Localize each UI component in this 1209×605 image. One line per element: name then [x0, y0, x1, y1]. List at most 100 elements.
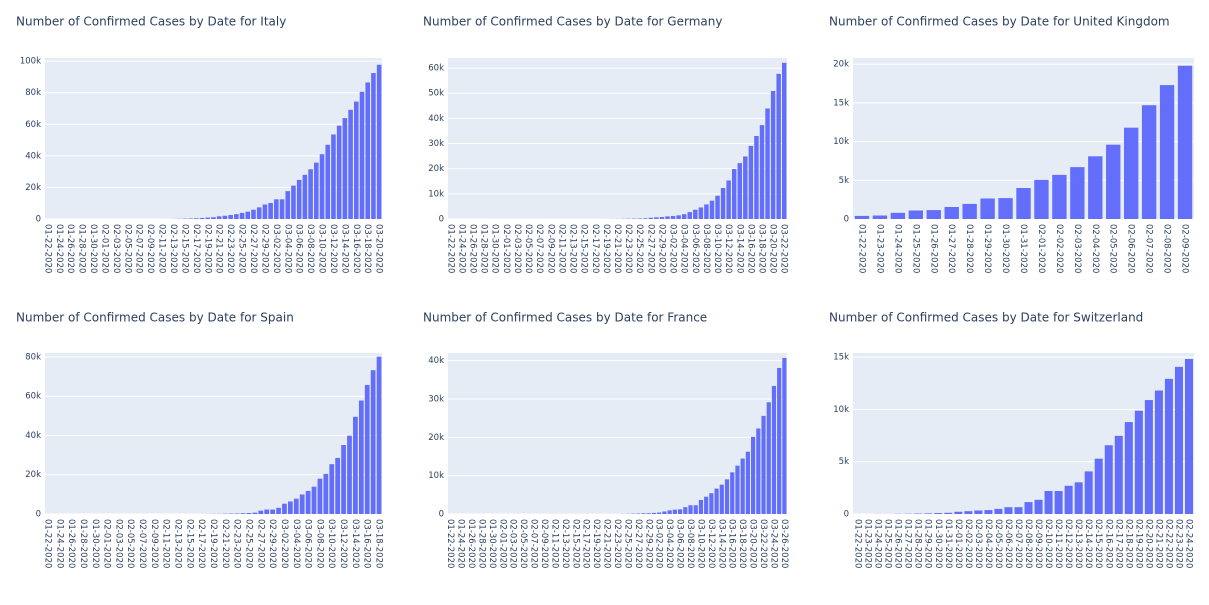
- x-tick-label: 02-04-2020: [1090, 224, 1100, 273]
- x-tick-label: 02-25-2020: [237, 224, 247, 273]
- x-tick-label: 03-04-2020: [282, 224, 292, 273]
- x-tick-label: 02-01-2020: [953, 519, 963, 568]
- x-tick-label: 01-26-2020: [466, 519, 476, 568]
- y-tick-label: 100k: [20, 57, 41, 67]
- bar: [730, 472, 734, 514]
- x-tick-label: 02-17-2020: [581, 519, 591, 568]
- bar: [715, 196, 719, 219]
- bar: [223, 216, 228, 219]
- bar: [704, 204, 708, 219]
- bar: [649, 218, 653, 219]
- x-tick-label: 01-22-2020: [445, 224, 455, 273]
- bar: [194, 218, 199, 219]
- x-tick-label: 02-17-2020: [1113, 519, 1123, 568]
- bar: [721, 188, 725, 219]
- x-tick-label: 03-06-2020: [690, 224, 700, 273]
- bar: [343, 118, 348, 219]
- x-tick-label: 03-18-2020: [362, 224, 372, 273]
- bar: [1124, 128, 1138, 219]
- bar: [765, 108, 769, 219]
- x-tick-label: 02-21-2020: [602, 519, 612, 568]
- x-tick-label: 01-22-2020: [856, 224, 866, 273]
- x-tick-label: 01-29-2020: [923, 519, 933, 568]
- bar: [776, 74, 780, 219]
- x-tick-label: 03-10-2020: [712, 224, 722, 273]
- bar: [754, 136, 758, 219]
- bar: [710, 201, 714, 219]
- x-tick-label: 01-25-2020: [883, 519, 893, 568]
- bar: [652, 513, 656, 514]
- bar: [741, 459, 745, 514]
- bar: [641, 513, 645, 514]
- bar: [668, 510, 672, 514]
- x-tick-label: 02-29-2020: [656, 224, 666, 273]
- x-tick-label: 02-11-2020: [157, 224, 167, 273]
- x-tick-label: 02-20-2020: [1143, 519, 1153, 568]
- x-tick-label: 01-24-2020: [456, 224, 466, 273]
- x-tick-label: 03-08-2020: [685, 519, 695, 568]
- y-tick-label: 40k: [25, 151, 41, 161]
- bar: [371, 73, 376, 219]
- bar: [760, 125, 764, 219]
- bar: [365, 385, 370, 514]
- bar: [676, 215, 680, 219]
- bar: [715, 489, 719, 514]
- bar: [1125, 422, 1133, 514]
- x-tick-label: 02-27-2020: [255, 519, 265, 568]
- bar: [725, 479, 729, 514]
- bar: [288, 501, 293, 514]
- bar: [665, 216, 669, 219]
- bar: [1155, 391, 1163, 514]
- x-tick-label: 02-27-2020: [248, 224, 258, 273]
- x-tick-label: 02-16-2020: [1103, 519, 1113, 568]
- x-tick-label: 02-23-2020: [612, 519, 622, 568]
- bar: [1106, 145, 1120, 219]
- x-tick-label: 02-09-2020: [145, 224, 155, 273]
- x-tick-label: 02-07-2020: [134, 224, 144, 273]
- bar: [1142, 105, 1156, 219]
- bar: [251, 210, 256, 219]
- x-tick-label: 02-21-2020: [1153, 519, 1163, 568]
- bar: [945, 207, 959, 219]
- y-tick-label: 20k: [25, 183, 41, 193]
- x-tick-label: 01-28-2020: [913, 519, 923, 568]
- x-tick-label: 02-25-2020: [634, 224, 644, 273]
- bar: [353, 417, 358, 514]
- bar: [245, 212, 250, 219]
- bar: [1075, 482, 1083, 514]
- bar: [909, 210, 923, 219]
- x-tick-label: 02-03-2020: [113, 519, 123, 568]
- x-tick-label: 02-29-2020: [643, 519, 653, 568]
- bar: [994, 509, 1002, 514]
- x-tick-label: 01-22-2020: [853, 519, 863, 568]
- bar: [217, 216, 222, 219]
- x-tick-label: 02-27-2020: [633, 519, 643, 568]
- x-tick-label: 03-20-2020: [768, 224, 778, 273]
- bar: [377, 357, 382, 514]
- x-tick-label: 02-19-2020: [601, 224, 611, 273]
- x-tick-label: 01-30-2020: [933, 519, 943, 568]
- x-tick-label: 02-11-2020: [1053, 519, 1063, 568]
- x-tick-label: 01-29-2020: [982, 224, 992, 273]
- bar: [1034, 180, 1048, 219]
- bar: [274, 199, 279, 219]
- x-tick-label: 02-14-2020: [1083, 519, 1093, 568]
- bar: [944, 513, 952, 514]
- x-tick-label: 01-26-2020: [893, 519, 903, 568]
- x-tick-label: 02-03-2020: [973, 519, 983, 568]
- x-tick-label: 02-04-2020: [983, 519, 993, 568]
- bar: [1014, 507, 1022, 514]
- x-tick-label: 02-21-2020: [612, 224, 622, 273]
- bar: [1135, 411, 1143, 514]
- bar: [1088, 156, 1102, 219]
- bar: [331, 134, 336, 219]
- x-tick-label: 02-10-2020: [1043, 519, 1053, 568]
- x-tick-label: 02-09-2020: [1180, 224, 1190, 273]
- x-tick-label: 02-07-2020: [1013, 519, 1023, 568]
- bar: [348, 110, 353, 219]
- x-tick-label: 02-17-2020: [191, 224, 201, 273]
- x-tick-label: 01-24-2020: [873, 519, 883, 568]
- x-tick-label: 03-24-2020: [768, 519, 778, 568]
- x-tick-label: 02-07-2020: [137, 519, 147, 568]
